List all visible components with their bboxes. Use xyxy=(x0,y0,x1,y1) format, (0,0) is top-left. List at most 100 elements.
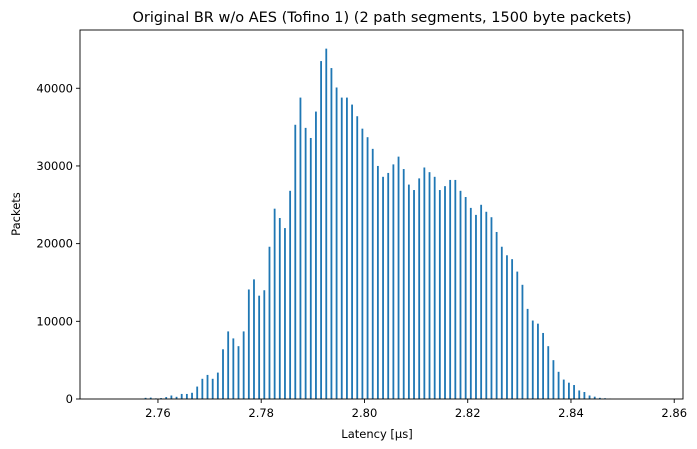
histogram-bar xyxy=(289,190,292,399)
histogram-bar xyxy=(211,378,214,399)
histogram-bar xyxy=(573,385,575,399)
histogram-bar xyxy=(490,217,493,399)
y-tick-label: 30000 xyxy=(36,159,73,173)
histogram-bar xyxy=(366,137,369,399)
histogram-bar xyxy=(227,331,230,399)
histogram-bar xyxy=(531,320,534,399)
y-tick-label: 10000 xyxy=(36,314,73,328)
histogram-bar xyxy=(258,295,261,399)
histogram-bar xyxy=(361,128,364,399)
histogram-bar xyxy=(547,346,550,399)
y-axis-ticks: 0 10000 20000 30000 40000 xyxy=(36,81,80,406)
histogram-bar xyxy=(542,332,544,399)
histogram-bar xyxy=(402,169,405,399)
bars-group xyxy=(144,48,612,400)
histogram-bar xyxy=(583,392,586,399)
histogram-bar xyxy=(413,190,415,399)
histogram-bar xyxy=(557,371,560,399)
x-tick-label: 2.82 xyxy=(455,406,481,420)
histogram-bar xyxy=(495,231,498,399)
y-tick-label: 40000 xyxy=(36,81,73,95)
histogram-bar xyxy=(196,386,199,399)
histogram-bar xyxy=(263,290,266,399)
y-tick-label: 0 xyxy=(66,392,73,406)
histogram-bar xyxy=(475,214,477,399)
histogram-bar xyxy=(351,104,353,399)
histogram-bar xyxy=(568,382,570,399)
histogram-bar xyxy=(356,116,359,399)
x-axis-ticks: 2.76 2.78 2.80 2.82 2.84 2.86 xyxy=(145,399,687,420)
histogram-bar xyxy=(449,179,452,399)
x-tick-label: 2.80 xyxy=(352,406,378,420)
histogram-bar xyxy=(469,207,472,399)
histogram-bar xyxy=(371,148,374,399)
histogram-bar xyxy=(165,397,168,399)
histogram-bar xyxy=(340,97,343,399)
histogram-bar xyxy=(144,397,147,399)
histogram-bar xyxy=(304,127,307,399)
histogram-bar xyxy=(526,308,529,399)
histogram-bar xyxy=(521,284,524,399)
histogram-bar xyxy=(562,379,565,399)
histogram-bar xyxy=(511,259,514,399)
histogram-bar xyxy=(407,184,410,399)
histogram-bar xyxy=(444,186,446,399)
histogram-bar xyxy=(201,378,204,399)
histogram-bar xyxy=(149,397,152,399)
histogram-bar xyxy=(216,372,219,399)
plot-frame xyxy=(79,29,684,400)
histogram-bar xyxy=(506,255,508,399)
histogram-bar xyxy=(459,190,462,399)
histogram-bar xyxy=(299,97,302,399)
histogram-bar xyxy=(191,392,193,399)
chart-title: Original BR w/o AES (Tofino 1) (2 path s… xyxy=(132,10,631,26)
histogram-bar xyxy=(346,97,348,399)
histogram-bar xyxy=(309,137,312,400)
histogram-bar xyxy=(516,271,519,399)
histogram-bar xyxy=(185,393,188,399)
histogram-bar xyxy=(330,68,333,399)
histogram-bar xyxy=(598,397,601,399)
histogram-bar xyxy=(382,176,384,399)
histogram-bar xyxy=(232,338,235,399)
histogram-bar xyxy=(253,279,255,399)
histogram-bar xyxy=(247,289,250,399)
histogram-bar xyxy=(376,165,379,399)
histogram-bar xyxy=(273,208,276,399)
histogram-bar xyxy=(237,346,240,399)
histogram-bar xyxy=(552,360,555,399)
histogram-bar xyxy=(242,331,245,399)
histogram-bar xyxy=(325,48,328,399)
histogram-bar xyxy=(423,167,426,399)
histogram-bar xyxy=(418,178,421,399)
histogram-bar xyxy=(438,190,441,399)
x-tick-label: 2.86 xyxy=(661,406,687,420)
histogram-bar xyxy=(294,124,297,400)
histogram-bar xyxy=(268,246,271,399)
histogram-bar xyxy=(433,176,436,399)
histogram-bar xyxy=(180,393,183,399)
histogram-bar xyxy=(500,246,503,399)
histogram-bar xyxy=(537,323,539,399)
histogram-bar xyxy=(315,111,317,399)
x-axis-label: Latency [μs] xyxy=(341,427,412,441)
histogram-bar xyxy=(175,396,178,399)
histogram-bar xyxy=(284,228,286,399)
histogram-bar xyxy=(480,204,483,399)
histogram-bar xyxy=(160,398,162,399)
histogram-bar xyxy=(170,395,173,399)
histogram-bar xyxy=(397,156,400,399)
x-tick-label: 2.84 xyxy=(558,406,584,420)
histogram-bar xyxy=(206,374,209,399)
histogram-bar xyxy=(320,61,322,399)
histogram-bar xyxy=(392,164,395,399)
histogram-bar xyxy=(428,172,431,399)
histogram-bar xyxy=(387,172,390,399)
y-tick-label: 20000 xyxy=(36,237,73,251)
histogram-bar xyxy=(278,218,281,399)
histogram-bar xyxy=(588,395,591,399)
histogram-bar xyxy=(593,396,596,399)
x-tick-label: 2.76 xyxy=(145,406,171,420)
histogram-bar xyxy=(464,197,467,399)
